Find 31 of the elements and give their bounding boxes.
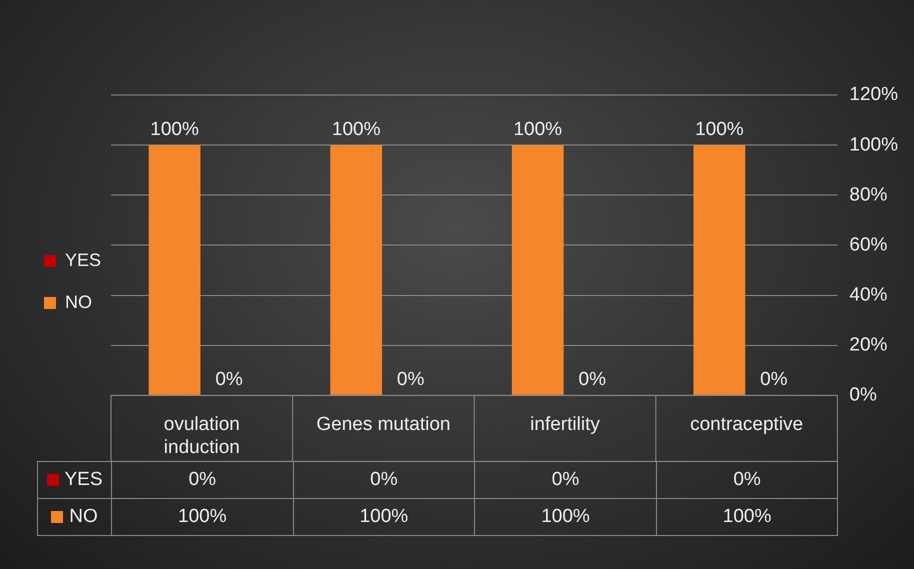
text: NO <box>69 506 98 528</box>
x-tick-label: infertility <box>530 414 600 436</box>
data-label: 100% <box>111 498 294 536</box>
data-label: 100% <box>474 498 657 536</box>
y-tick-label: 60% <box>849 234 888 256</box>
legend-label: YES <box>65 250 102 270</box>
y-tick-label: 80% <box>849 184 888 206</box>
text: 0% <box>760 369 788 390</box>
text: YES <box>64 469 103 490</box>
text: 100% <box>695 118 744 140</box>
data-label: 0% <box>111 461 294 500</box>
y-tick-label: 0% <box>849 384 877 406</box>
text: 0% <box>396 369 424 390</box>
data-label: 100% <box>656 498 838 536</box>
data-label: 100% <box>292 498 476 536</box>
y-tick-label: 20% <box>849 334 888 356</box>
text: 0% <box>578 369 606 390</box>
y-tick-label: 40% <box>849 284 888 306</box>
legend-label: NO <box>65 292 92 312</box>
text: 100% <box>150 118 199 140</box>
x-tick-label: contraceptive <box>690 414 804 436</box>
y-tick-label: 100% <box>849 134 898 156</box>
data-label: 0% <box>292 461 476 500</box>
y-tick-label: 120% <box>849 84 898 106</box>
data-label: 0% <box>474 461 657 500</box>
data-label: 0% <box>656 461 838 500</box>
text: 100% <box>513 118 562 140</box>
text: 100% <box>332 118 380 140</box>
x-tick-label: ovulation induction <box>164 414 240 458</box>
x-tick-label: Genes mutation <box>316 414 450 436</box>
text: 0% <box>215 369 243 390</box>
